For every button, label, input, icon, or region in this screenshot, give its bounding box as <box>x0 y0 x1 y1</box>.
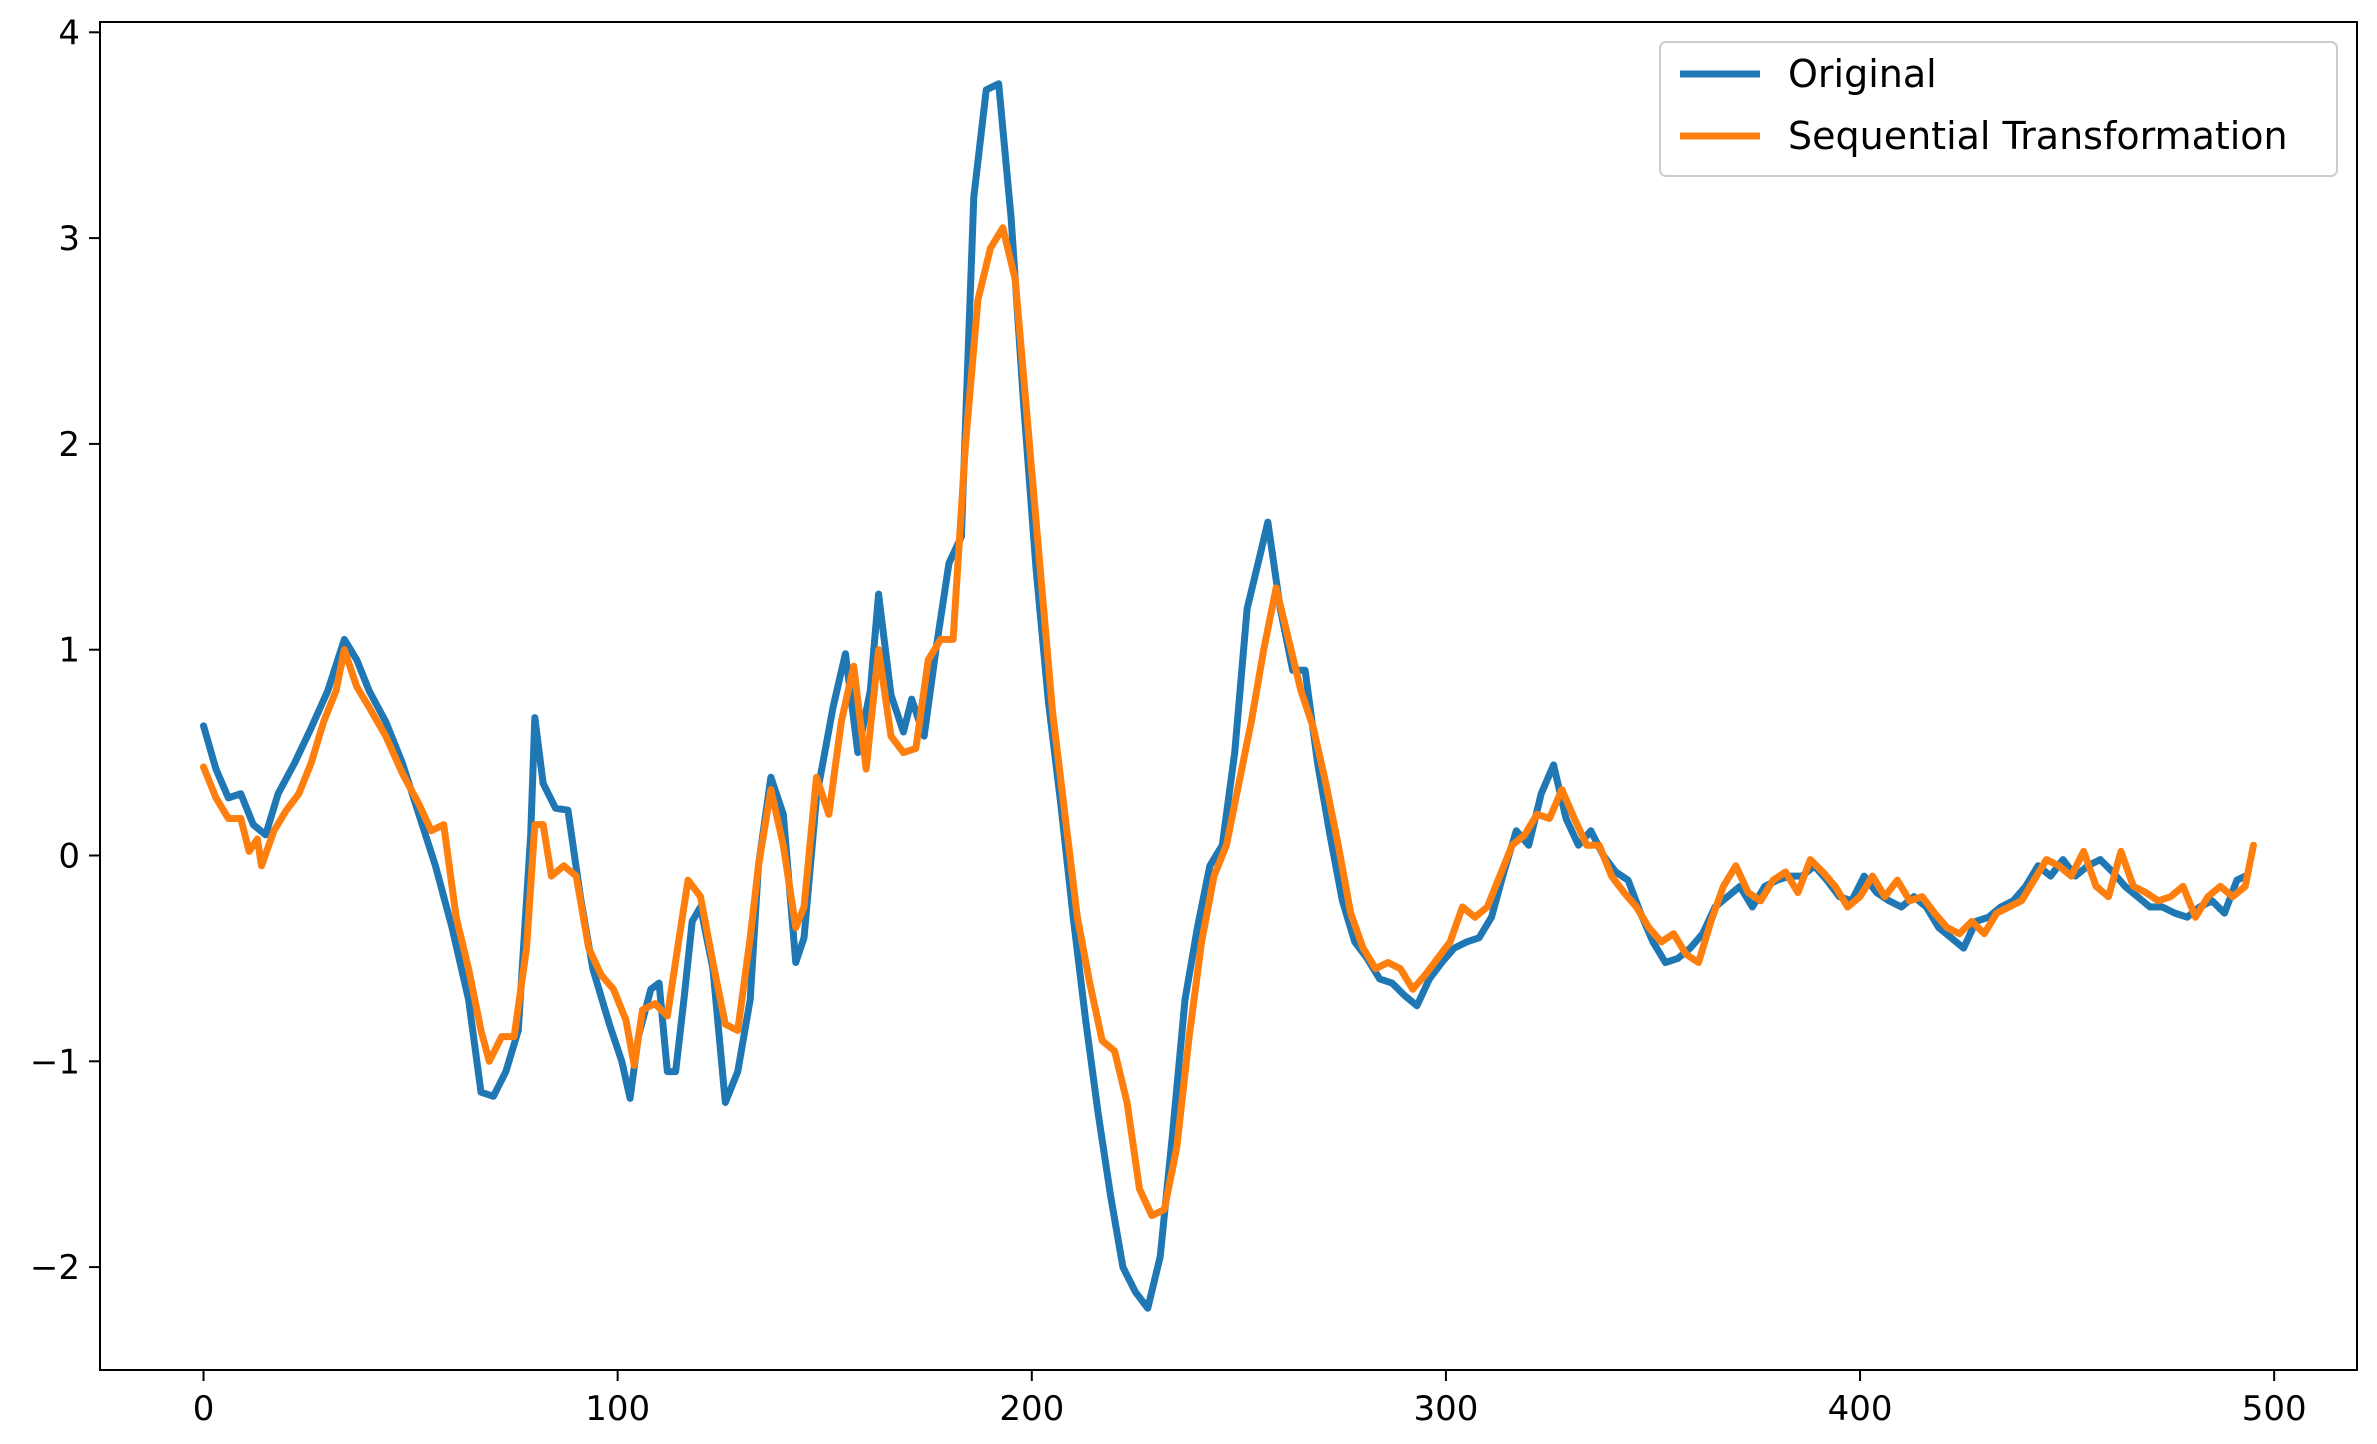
x-tick-label: 500 <box>2242 1389 2307 1429</box>
series-line-sequential-transformation: Sequential Transformation <box>200 224 2257 1220</box>
axes: 0 100 200 300 400 500 −2 −1 0 1 2 3 4 <box>30 13 2358 1429</box>
y-tick-label: 3 <box>58 219 80 259</box>
y-tick-label: 0 <box>58 836 80 876</box>
y-tick-label: 1 <box>58 631 80 671</box>
y-tick-label: 2 <box>58 425 80 465</box>
legend-box <box>1659 41 2338 177</box>
x-tick-label: 200 <box>999 1389 1064 1429</box>
legend: Original Sequential Transformation <box>1659 41 2338 177</box>
series-line-original: Original <box>200 80 2249 1312</box>
legend-label: Original <box>1788 52 1937 96</box>
y-tick-label: −1 <box>30 1042 80 1082</box>
x-tick-label: 100 <box>585 1389 650 1429</box>
y-tick-label: 4 <box>58 13 80 53</box>
x-tick-label: 400 <box>1828 1389 1893 1429</box>
legend-label: Sequential Transformation <box>1788 114 2288 158</box>
axes-frame <box>99 21 2358 1371</box>
y-tick-label: −2 <box>30 1248 80 1288</box>
x-tick-label: 300 <box>1413 1389 1478 1429</box>
x-tick-label: 0 <box>193 1389 215 1429</box>
